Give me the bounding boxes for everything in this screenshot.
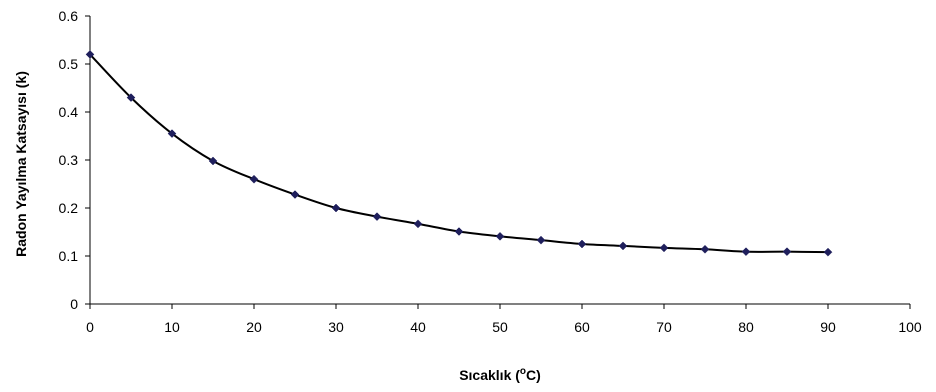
data-point — [536, 235, 546, 245]
x-tick-label: 100 — [898, 319, 922, 335]
data-point — [413, 219, 423, 229]
series — [85, 50, 833, 257]
x-axis: 0 10 20 30 40 50 60 70 80 90 100 — [86, 303, 922, 335]
data-point — [454, 227, 464, 236]
y-tick-label: 0.5 — [59, 56, 79, 72]
x-tick-label: 10 — [164, 319, 180, 335]
y-tick-label: 0.3 — [59, 152, 79, 168]
x-tick-label: 40 — [410, 319, 426, 335]
data-point — [126, 93, 136, 102]
x-axis-title: Sıcaklık (oC) — [459, 366, 541, 383]
data-point — [331, 203, 341, 213]
data-point — [659, 243, 669, 253]
data-point — [249, 174, 259, 184]
x-tick-label: 80 — [738, 319, 754, 335]
x-axis-title-main: Sıcaklık ( — [459, 367, 520, 383]
x-tick-label: 60 — [574, 319, 590, 335]
data-point — [782, 247, 792, 257]
x-tick-label: 30 — [328, 319, 344, 335]
y-axis: 0 0.1 0.2 0.3 0.4 0.5 0.6 — [59, 8, 91, 312]
series-line — [89, 53, 829, 254]
y-axis-title: Radon Yayılma Katsayısı (k) — [13, 71, 29, 257]
data-point — [372, 212, 382, 221]
x-axis-title-sup: o — [520, 366, 526, 377]
x-tick-label: 70 — [656, 319, 672, 335]
x-tick-label: 90 — [820, 319, 836, 335]
x-axis-title-tail: C) — [526, 367, 541, 383]
data-point — [208, 156, 218, 166]
data-point — [618, 241, 628, 251]
x-tick-label: 20 — [246, 319, 262, 335]
y-tick-label: 0.2 — [59, 200, 79, 216]
data-point — [823, 247, 833, 257]
y-tick-label: 0.4 — [59, 104, 79, 120]
y-tick-label: 0 — [70, 296, 78, 312]
y-tick-label: 0.1 — [59, 248, 79, 264]
x-tick-label: 0 — [86, 319, 94, 335]
data-point — [741, 247, 751, 257]
data-point — [167, 129, 177, 138]
data-point — [290, 190, 300, 199]
data-point — [577, 239, 587, 249]
data-point — [700, 244, 710, 254]
x-tick-label: 50 — [492, 319, 508, 335]
data-point — [85, 50, 95, 59]
y-tick-label: 0.6 — [59, 8, 79, 24]
data-point — [495, 231, 505, 241]
